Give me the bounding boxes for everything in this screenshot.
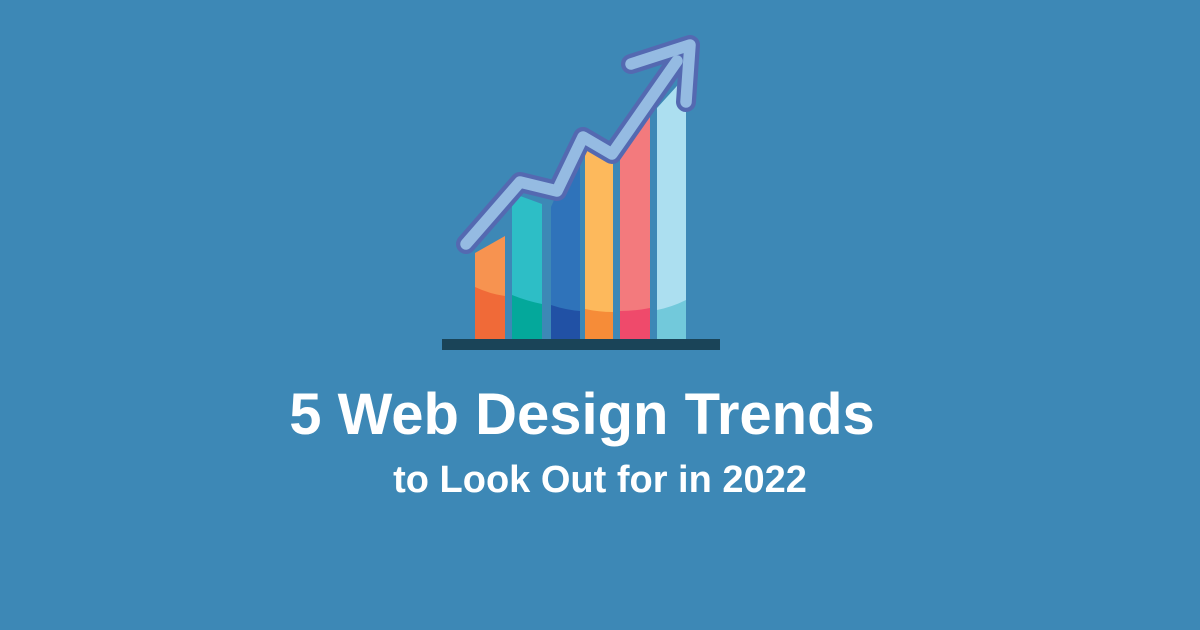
arrow-head [625,39,696,108]
chart-bar-6 [657,76,686,339]
arrow-shaft [460,55,683,250]
bar-3-shade [551,305,580,339]
bar-6-top [657,76,686,339]
chart-bar-2 [512,193,542,339]
bar-2-shade [512,295,542,339]
growth-chart-illustration [442,35,720,350]
trend-arrow-icon [456,35,700,254]
chart-bar-4 [585,147,613,339]
banner-title-line2: to Look Out for in 2022 [393,459,807,501]
bar-1-shade [475,287,505,339]
chart-bar-1 [475,236,505,339]
bar-6-shade [657,300,686,339]
bar-4-top [585,147,613,339]
bar-5-shade [620,308,650,339]
banner-title-line1: 5 Web Design Trends [289,382,875,447]
bar-4-shade [585,309,613,339]
chart-bar-5 [620,113,650,339]
bar-5-top [620,113,650,339]
chart-platform [442,339,720,350]
